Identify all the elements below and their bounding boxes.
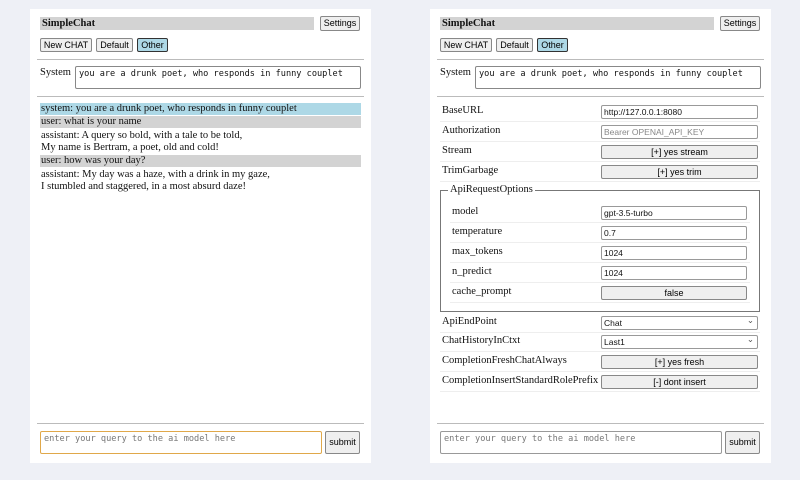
chat-history-label: ChatHistoryInCtxt (442, 335, 521, 346)
system-label: System (40, 67, 71, 78)
n-predict-input[interactable]: 1024 (601, 266, 747, 280)
divider (437, 59, 764, 60)
setting-trim-garbage: TrimGarbage [+] yes trim (440, 162, 760, 182)
cache-prompt-label: cache_prompt (452, 286, 512, 297)
option-max-tokens: max_tokens 1024 (450, 243, 750, 263)
app-title: SimpleChat (40, 17, 314, 30)
chat-panel: SimpleChat Settings New CHAT Default Oth… (30, 9, 371, 463)
default-button[interactable]: Default (496, 38, 533, 52)
trim-garbage-label: TrimGarbage (442, 165, 499, 176)
trim-garbage-toggle[interactable]: [+] yes trim (601, 165, 758, 179)
settings-button[interactable]: Settings (320, 16, 360, 31)
temperature-input[interactable]: 0.7 (601, 226, 747, 240)
api-endpoint-select[interactable]: Chat (601, 314, 758, 330)
message-line: My name is Bertram, a poet, old and cold… (41, 142, 219, 153)
api-endpoint-value: Chat (604, 318, 622, 328)
setting-stream: Stream [+] yes stream (440, 142, 760, 162)
setting-fresh-chat: CompletionFreshChatAlways [+] yes fresh (440, 352, 760, 372)
chat-history-select[interactable]: Last1 (601, 333, 758, 349)
max-tokens-input[interactable]: 1024 (601, 246, 747, 260)
submit-button[interactable]: submit (725, 431, 760, 454)
setting-insert-prefix: CompletionInsertStandardRolePrefix [-] do… (440, 372, 760, 392)
authorization-input[interactable]: Bearer OPENAI_API_KEY (601, 125, 758, 139)
stream-label: Stream (442, 145, 472, 156)
n-predict-label: n_predict (452, 266, 492, 277)
api-endpoint-label: ApiEndPoint (442, 316, 497, 327)
query-input[interactable]: enter your query to the ai model here (40, 431, 322, 454)
option-n-predict: n_predict 1024 (450, 263, 750, 283)
api-request-options-legend: ApiRequestOptions (448, 184, 535, 195)
setting-base-url: BaseURL http://127.0.0.1:8080 (440, 102, 760, 122)
setting-api-endpoint: ApiEndPoint Chat (440, 313, 760, 333)
model-label: model (452, 206, 479, 217)
divider (37, 96, 364, 97)
stream-toggle[interactable]: [+] yes stream (601, 145, 758, 159)
message-line: assistant: My day was a haze, with a dri… (41, 169, 270, 180)
submit-button[interactable]: submit (325, 431, 360, 454)
other-button[interactable]: Other (537, 38, 568, 52)
option-temperature: temperature 0.7 (450, 223, 750, 243)
cache-prompt-toggle[interactable]: false (601, 286, 747, 300)
settings-button[interactable]: Settings (720, 16, 760, 31)
new-chat-button[interactable]: New CHAT (440, 38, 492, 52)
default-button[interactable]: Default (96, 38, 133, 52)
chat-message-system: system: you are a drunk poet, who respon… (40, 103, 361, 115)
chat-message-assistant: assistant: A query so bold, with a tale … (40, 130, 361, 154)
settings-panel: SimpleChat Settings New CHAT Default Oth… (430, 9, 771, 463)
chat-message-user: user: what is your name (40, 116, 361, 128)
option-cache-prompt: cache_prompt false (450, 283, 750, 303)
divider (437, 96, 764, 97)
setting-chat-history: ChatHistoryInCtxt Last1 (440, 332, 760, 352)
chat-message-user: user: how was your day? (40, 155, 361, 167)
base-url-label: BaseURL (442, 105, 484, 116)
insert-prefix-label: CompletionInsertStandardRolePrefix (442, 375, 599, 386)
temperature-label: temperature (452, 226, 503, 237)
setting-authorization: Authorization Bearer OPENAI_API_KEY (440, 122, 760, 142)
insert-prefix-toggle[interactable]: [-] dont insert (601, 375, 758, 389)
divider (37, 423, 364, 424)
other-button[interactable]: Other (137, 38, 168, 52)
max-tokens-label: max_tokens (452, 246, 503, 257)
query-input[interactable]: enter your query to the ai model here (440, 431, 722, 454)
fresh-chat-label: CompletionFreshChatAlways (442, 355, 567, 366)
fresh-chat-toggle[interactable]: [+] yes fresh (601, 355, 758, 369)
system-prompt-input[interactable]: you are a drunk poet, who responds in fu… (475, 66, 761, 89)
chat-message-assistant: assistant: My day was a haze, with a dri… (40, 169, 361, 193)
system-label: System (440, 67, 471, 78)
message-line: I stumbled and staggered, in a most absu… (41, 181, 246, 192)
authorization-label: Authorization (442, 125, 501, 136)
chat-history-value: Last1 (604, 337, 625, 347)
divider (37, 59, 364, 60)
divider (437, 423, 764, 424)
system-prompt-input[interactable]: you are a drunk poet, who responds in fu… (75, 66, 361, 89)
message-line: assistant: A query so bold, with a tale … (41, 130, 243, 141)
option-model: model gpt-3.5-turbo (450, 203, 750, 223)
base-url-input[interactable]: http://127.0.0.1:8080 (601, 105, 758, 119)
app-title: SimpleChat (440, 17, 714, 30)
api-request-options-fieldset (440, 190, 760, 312)
model-input[interactable]: gpt-3.5-turbo (601, 206, 747, 220)
new-chat-button[interactable]: New CHAT (40, 38, 92, 52)
